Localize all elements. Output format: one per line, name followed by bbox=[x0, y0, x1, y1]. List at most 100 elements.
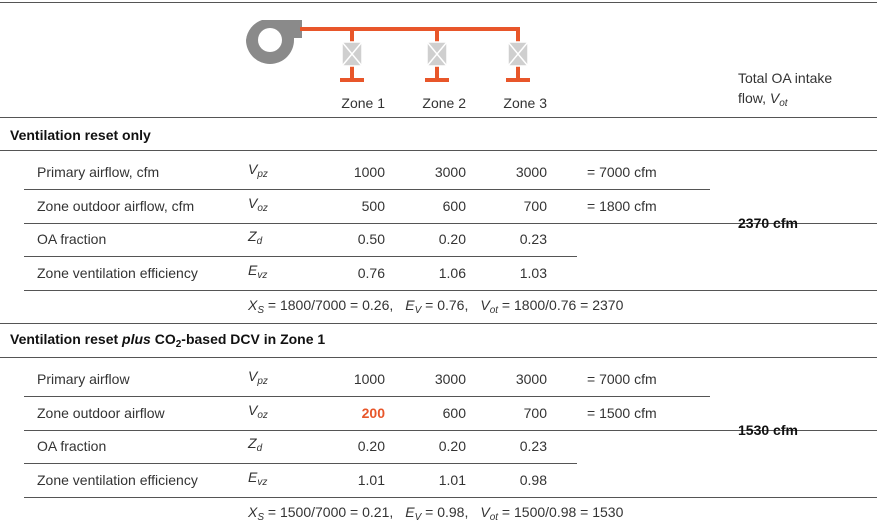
formula-text: = 1800/0.76 = 2370 bbox=[498, 297, 624, 313]
row-label: Zone ventilation efficiency bbox=[37, 471, 198, 489]
rule bbox=[0, 323, 877, 324]
cell-value: 600 bbox=[443, 197, 466, 215]
subscript-text: V bbox=[414, 512, 422, 523]
subscript-text: oz bbox=[257, 203, 268, 214]
symbol: X bbox=[248, 504, 258, 520]
row-label: Primary airflow, cfm bbox=[37, 163, 159, 181]
subscript-text: S bbox=[257, 305, 265, 316]
subscript-text: d bbox=[256, 443, 263, 454]
row-symbol: Evz bbox=[248, 261, 267, 285]
value-text: 700 bbox=[523, 198, 547, 214]
total-label: flow, Vot bbox=[738, 89, 788, 113]
symbol: V bbox=[769, 90, 780, 106]
sum-text: = 7000 cfm bbox=[587, 164, 657, 180]
value-text: 0.76 bbox=[357, 265, 385, 281]
subscript: pz bbox=[257, 169, 268, 180]
subscript-text: S bbox=[257, 512, 265, 523]
cell-value: 0.20 bbox=[358, 437, 385, 455]
row-symbol: Zd bbox=[248, 227, 262, 251]
cell-value: 3000 bbox=[435, 163, 466, 181]
subscript: ot bbox=[490, 305, 498, 316]
formula-text: = 1500/7000 = 0.21, bbox=[264, 504, 394, 520]
formula-text: = 1800/7000 = 0.26, bbox=[264, 297, 394, 313]
subscript-text: ot bbox=[489, 512, 499, 523]
label-text: OA fraction bbox=[37, 231, 107, 247]
duct bbox=[300, 27, 530, 82]
row-symbol: Voz bbox=[248, 194, 268, 218]
title-part: -based DCV in Zone 1 bbox=[181, 331, 326, 347]
value-text: 1000 bbox=[353, 371, 385, 387]
cell-value: 3000 bbox=[516, 163, 547, 181]
label-text: Zone ventilation efficiency bbox=[37, 265, 198, 281]
subscript: vz bbox=[257, 477, 267, 488]
sum-text: = 1500 cfm bbox=[587, 405, 657, 421]
cell-value: 0.20 bbox=[439, 230, 466, 248]
total-text: 1530 cfm bbox=[738, 422, 798, 438]
value-text: 3000 bbox=[515, 371, 547, 387]
cell-value: 1000 bbox=[354, 370, 385, 388]
zone-label: Zone 3 bbox=[503, 94, 547, 112]
value-text: 700 bbox=[523, 405, 547, 421]
cell-value: 0.20 bbox=[439, 437, 466, 455]
diagram bbox=[246, 20, 530, 82]
symbol: E bbox=[248, 262, 258, 278]
formula-text: = 0.76, bbox=[421, 297, 469, 313]
cell-value: 700 bbox=[524, 404, 547, 422]
symbol: V bbox=[480, 297, 490, 313]
row-label: Primary airflow bbox=[37, 370, 130, 388]
row-sum: = 7000 cfm bbox=[587, 163, 657, 181]
subscript: oz bbox=[257, 203, 268, 214]
symbol: E bbox=[248, 469, 258, 485]
value-text: 1.06 bbox=[438, 265, 466, 281]
subscript: pz bbox=[257, 376, 268, 387]
title-part: Ventilation reset bbox=[10, 331, 123, 347]
formula: XS = 1500/7000 = 0.21, EV = 0.98, Vot = 15… bbox=[248, 503, 623, 527]
section-title: Ventilation reset only bbox=[10, 126, 151, 144]
cell-value: 0.76 bbox=[358, 264, 385, 282]
rule bbox=[24, 256, 577, 257]
value-text: 0.20 bbox=[357, 438, 385, 454]
total-text: 2370 cfm bbox=[738, 215, 798, 231]
label-text: Zone outdoor airflow, cfm bbox=[37, 198, 195, 214]
total-text: flow, bbox=[738, 90, 770, 106]
title-part: Ventilation reset only bbox=[10, 127, 151, 143]
value-text: 500 bbox=[361, 198, 385, 214]
row-symbol: Voz bbox=[248, 401, 268, 425]
subscript: S bbox=[257, 512, 264, 523]
subscript: ot bbox=[490, 512, 498, 523]
value-text: 3000 bbox=[515, 164, 547, 180]
rule bbox=[24, 463, 577, 464]
symbol: E bbox=[405, 297, 415, 313]
row-sum: = 1500 cfm bbox=[587, 404, 657, 422]
cell-value: 3000 bbox=[516, 370, 547, 388]
value-text: 1.01 bbox=[357, 472, 385, 488]
cell-value: 600 bbox=[443, 404, 466, 422]
cell-value: 1.06 bbox=[439, 264, 466, 282]
label-text: Primary airflow bbox=[37, 371, 130, 387]
subscript: S bbox=[257, 305, 264, 316]
title-part: 2 bbox=[175, 339, 182, 350]
dampers bbox=[341, 41, 529, 67]
cell-value: 700 bbox=[524, 197, 547, 215]
sum-text: = 1800 cfm bbox=[587, 198, 657, 214]
cell-value: 1.03 bbox=[520, 264, 547, 282]
row-symbol: Evz bbox=[248, 468, 267, 492]
value-text: 1.01 bbox=[438, 472, 466, 488]
subscript: ot bbox=[779, 98, 787, 109]
cell-value: 1000 bbox=[354, 163, 385, 181]
zone-text: Zone 2 bbox=[422, 95, 466, 111]
subscript-text: d bbox=[256, 236, 263, 247]
cell-value: 0.98 bbox=[520, 471, 547, 489]
title-part: plus bbox=[122, 331, 151, 347]
rule bbox=[24, 396, 710, 397]
value-text: 0.50 bbox=[357, 231, 385, 247]
symbol: E bbox=[405, 504, 415, 520]
row-symbol: Vpz bbox=[248, 160, 268, 184]
total-value: 2370 cfm bbox=[738, 214, 798, 232]
subscript: V bbox=[415, 305, 422, 316]
rule bbox=[24, 223, 710, 224]
formula-text: = 1500/0.98 = 1530 bbox=[498, 504, 624, 520]
zone-text: Zone 1 bbox=[341, 95, 385, 111]
rule bbox=[0, 117, 877, 118]
subscript: d bbox=[257, 236, 263, 247]
